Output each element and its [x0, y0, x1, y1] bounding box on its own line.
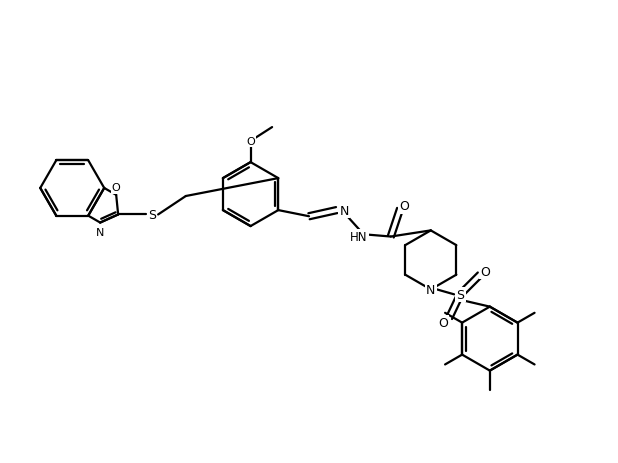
- Text: N: N: [426, 283, 436, 296]
- Text: HN: HN: [350, 231, 368, 244]
- Text: O: O: [438, 316, 448, 329]
- Text: N: N: [96, 227, 104, 237]
- Text: O: O: [246, 136, 255, 146]
- Text: S: S: [148, 208, 156, 221]
- Text: S: S: [456, 288, 464, 301]
- Text: N: N: [339, 204, 349, 217]
- Text: O: O: [112, 183, 121, 193]
- Text: O: O: [480, 265, 490, 278]
- Text: O: O: [399, 200, 408, 213]
